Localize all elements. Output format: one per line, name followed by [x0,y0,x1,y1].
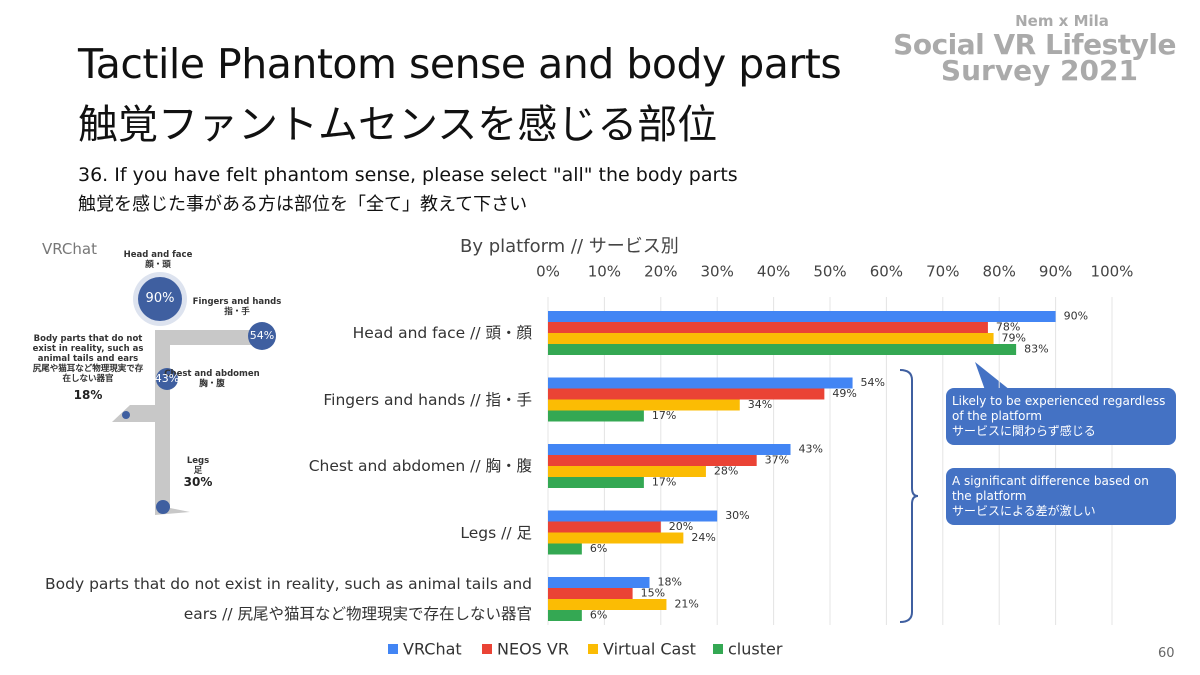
bar [548,577,650,588]
value-label: 34% [748,398,772,411]
value-label: 24% [691,531,715,544]
tail-circle [122,411,130,419]
x-tick-label: 40% [757,263,790,281]
x-tick-label: 50% [813,263,846,281]
figure-label: Legs 足 [186,456,210,476]
value-label: 78% [996,321,1020,334]
logo-line: Nem x Mila [1015,12,1109,30]
bar [548,377,853,389]
callout: Likely to be experienced regardless of t… [946,388,1176,445]
value-label: 43% [799,443,823,456]
leg-circle [156,500,170,514]
figure-label: Fingers and hands 指・手 [192,297,282,317]
logo-line: Social VR Lifestyle [893,28,1176,61]
x-tick-label: 80% [983,263,1016,281]
legend-swatch [713,644,723,654]
figure-value: 90% [145,291,175,306]
bar [548,588,633,599]
question: 36. If you have felt phantom sense, plea… [78,164,738,186]
value-label: 15% [641,587,665,600]
value-label: 17% [652,476,676,489]
x-tick-label: 90% [1039,263,1072,281]
value-label: 90% [1064,310,1088,323]
x-tick-label: 0% [536,263,560,281]
value-label: 28% [714,465,738,478]
legend-label: cluster [728,640,783,659]
value-label: 79% [1002,332,1026,345]
figure-label: Head and face 顔・頭 [123,250,193,270]
bar [548,466,706,477]
legend-label: VRChat [403,640,462,659]
bar [548,543,582,555]
bar [548,322,988,333]
figure-label: Body parts that do not exist in reality,… [32,334,144,384]
legend-swatch [388,644,398,654]
value-label: 6% [590,542,607,555]
x-tick-label: 30% [701,263,734,281]
figure-label: Chest and abdomen 胸・腹 [164,369,260,389]
bar [548,521,661,533]
figure-value: 18% [73,388,103,402]
bar [548,399,740,411]
y-tick-label: Chest and abdomen // 胸・腹 [308,457,532,475]
callout: A significant difference based on the pl… [946,468,1176,525]
value-label: 49% [832,387,856,400]
bar [548,455,757,466]
value-label: 17% [652,409,676,422]
bar [548,610,582,621]
hand-circle [248,322,276,350]
bar [548,477,644,488]
head-circle [138,277,182,321]
bar [548,333,994,344]
value-label: 20% [669,520,693,533]
legend-label: NEOS VR [497,640,569,659]
x-tick-label: 20% [644,263,677,281]
value-label: 21% [674,598,698,611]
bar [548,410,644,422]
bracket [899,369,919,623]
question-ja: 触覚を感じた事がある方は部位を「全て」教えて下さい [78,194,528,215]
bar [548,311,1056,322]
chart-title: By platform // サービス別 [460,236,679,257]
y-tick-label: Head and face // 頭・顔 [352,324,532,342]
value-label: 54% [861,376,885,389]
figure-title: VRChat [42,240,97,258]
title: Tactile Phantom sense and body parts [78,40,842,88]
body-shape [153,330,262,510]
x-tick-label: 100% [1091,263,1134,281]
x-tick-label: 60% [870,263,903,281]
bar [548,388,825,400]
value-label: 83% [1024,343,1048,356]
chest-circle [156,368,178,390]
page-number: 60 [1158,646,1175,661]
legend-label: Virtual Cast [603,640,696,659]
value-label: 37% [765,454,789,467]
title-ja: 触覚ファントムセンスを感じる部位 [78,102,718,148]
value-label: 30% [725,509,749,522]
callout-pointer [975,362,1010,390]
value-label: 6% [590,609,607,622]
value-label: 18% [658,576,682,589]
y-tick-label: Fingers and hands // 指・手 [323,390,532,409]
tail-shape [112,405,155,422]
bar [548,510,718,522]
logo-line: Survey 2021 [940,54,1138,87]
y-tick-label: Body parts that do not exist in reality,… [45,575,532,623]
legend-swatch [588,644,598,654]
bar [548,344,1017,355]
bar [548,444,791,455]
y-tick-label: Legs // 足 [460,523,532,542]
x-tick-label: 10% [588,263,621,281]
legend-swatch [482,644,492,654]
figure-value: 43% [154,372,180,385]
x-tick-label: 70% [926,263,959,281]
bar [548,532,684,544]
bar [548,599,667,610]
figure-value: 30% [183,475,213,489]
figure-value: 54% [249,329,275,342]
